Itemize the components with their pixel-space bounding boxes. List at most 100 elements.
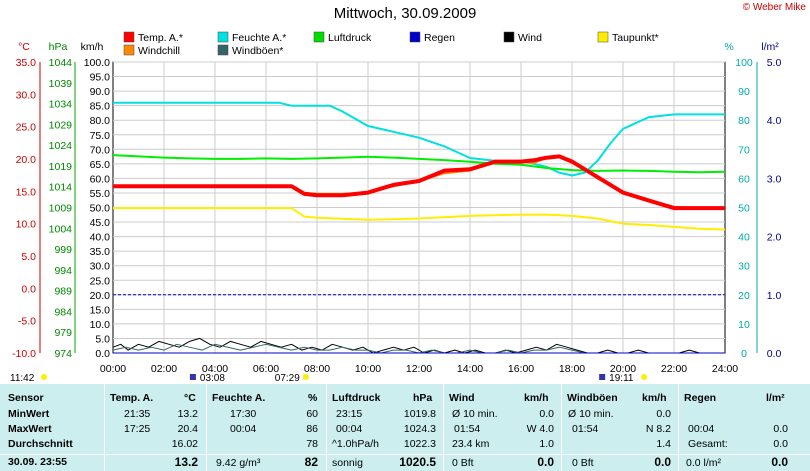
temp-tick-label: -5.0 (18, 316, 36, 328)
x-tick-label: 16:00 (508, 363, 534, 375)
wind-max-time: 01:54 (454, 423, 481, 435)
sunrise-icon (302, 374, 309, 380)
humidity-unit-label: % (724, 41, 733, 53)
temp-tick-label: 0.0 (21, 283, 36, 295)
legend-swatch (597, 31, 609, 43)
rain-header: Regen (684, 392, 717, 404)
hum-header: Feuchte A. (212, 392, 266, 404)
legend-swatch (123, 44, 135, 56)
rain-max-time: 00:04 (688, 423, 715, 435)
rain-tick-label: 4.0 (767, 115, 782, 127)
x-tick-label: 10:00 (355, 363, 381, 375)
temp-min: 13.2 (177, 408, 198, 420)
wind-tick-label: 95.0 (90, 72, 111, 84)
copyright: © Weber Mike (742, 2, 806, 13)
gust-header: Windböen (567, 392, 618, 404)
press-min: 1019.8 (403, 408, 436, 420)
gust-unit: km/h (642, 392, 667, 404)
humidity-tick-label: 10 (738, 319, 750, 331)
pressure-unit-label: hPa (49, 41, 68, 53)
legend-label: Taupunkt* (612, 32, 659, 44)
gust-bft: 0 Bft (572, 457, 594, 469)
temp-tick-label: 20.0 (16, 154, 37, 166)
rain-current: 0.0 (771, 455, 788, 469)
pressure-tick-label: 1009 (49, 203, 73, 215)
rain-total: 0.0 (773, 438, 788, 450)
wind-max: W 4.0 (526, 423, 554, 435)
pressure-tick-label: 1014 (49, 182, 73, 194)
pressure-tick-label: 999 (54, 244, 72, 256)
wind-tick-label: 30.0 (90, 261, 111, 273)
hum-max: 86 (306, 423, 318, 435)
rain-tick-label: 5.0 (767, 57, 782, 69)
wind-header: Wind (449, 392, 475, 404)
rain-max: 0.0 (773, 423, 788, 435)
pressure-tick-label: 1044 (49, 57, 73, 69)
stats-table: Sensor MinWert MaxWert Durchschnitt 30.0… (0, 384, 810, 471)
wind-distance: 23.4 km (452, 438, 490, 450)
press-max: 1024.3 (403, 423, 436, 435)
temp-tick-label: 35.0 (16, 57, 37, 69)
humidity-tick-label: 30 (738, 261, 750, 273)
wind-tick-label: 65.0 (90, 159, 111, 171)
legend-label: Luftdruck (328, 32, 372, 44)
press-avg: 1022.3 (403, 438, 436, 450)
wind-tick-label: 90.0 (90, 86, 111, 98)
series-line (112, 343, 725, 354)
rain-tick-label: 0.0 (767, 348, 782, 360)
x-tick-label: 02:00 (151, 363, 177, 375)
humidity-tick-label: 20 (738, 290, 750, 302)
wind-tick-label: 70.0 (90, 144, 111, 156)
temp-tick-label: -10.0 (12, 348, 36, 360)
press-max-time: 00:04 (336, 423, 363, 435)
humidity-tick-label: 40 (738, 232, 750, 244)
temp-max-time: 17:25 (124, 423, 151, 435)
rain-unit: l/m² (766, 392, 785, 404)
rain-total-label: Gesamt: (688, 438, 728, 450)
row-label-max: MaxWert (8, 423, 52, 435)
legend-label: Windböen* (232, 45, 283, 57)
sunset-label: 19:11 (609, 373, 634, 384)
wind-tick-label: 85.0 (90, 101, 111, 113)
hum-min-time: 17:30 (230, 408, 257, 420)
press-trend: ^1.0hPa/h (332, 438, 379, 450)
gust-min: 0.0 (656, 408, 671, 420)
humidity-tick-label: 70 (738, 144, 750, 156)
x-tick-label: 20:00 (610, 363, 636, 375)
x-tick-label: 06:00 (253, 363, 279, 375)
legend-label: Feuchte A.* (232, 32, 286, 44)
temp-unit: °C (184, 392, 196, 404)
wind-min: 0.0 (539, 408, 554, 420)
moonset-icon (41, 374, 47, 380)
rain-tick-label: 3.0 (767, 173, 782, 185)
wind-bft: 0 Bft (452, 457, 474, 469)
temp-max: 20.4 (177, 423, 198, 435)
humidity-tick-label: 90 (738, 86, 750, 98)
x-tick-label: 12:00 (406, 363, 432, 375)
wind-tick-label: 5.0 (95, 333, 110, 345)
pressure-tick-label: 1004 (49, 223, 73, 235)
row-label-min: MinWert (8, 408, 50, 420)
wind-avg: 1.0 (539, 438, 554, 450)
humidity-tick-label: 50 (738, 203, 750, 215)
temp-current: 13.2 (174, 455, 198, 469)
series-line (113, 154, 725, 211)
x-tick-label: 18:00 (559, 363, 585, 375)
pressure-tick-label: 979 (54, 327, 72, 339)
press-forecast: sonnig (332, 457, 363, 469)
row-label-sensor: Sensor (8, 392, 44, 404)
x-tick-label: 14:00 (457, 363, 483, 375)
legend-label: Wind (518, 32, 542, 44)
pressure-tick-label: 994 (54, 265, 72, 277)
gust-min-label: Ø 10 min. (568, 408, 614, 420)
x-tick-label: 08:00 (304, 363, 330, 375)
legend-label: Windchill (138, 45, 180, 57)
hum-current: 82 (304, 455, 318, 469)
hum-max-time: 00:04 (230, 423, 257, 435)
x-tick-label: 04:00 (202, 363, 228, 375)
temp-header: Temp. A. (110, 392, 154, 404)
wind-tick-label: 35.0 (90, 246, 111, 258)
series-line (112, 154, 726, 174)
row-label-current: 30.09. 23:55 (8, 456, 67, 468)
gust-max-time: 01:54 (572, 423, 599, 435)
